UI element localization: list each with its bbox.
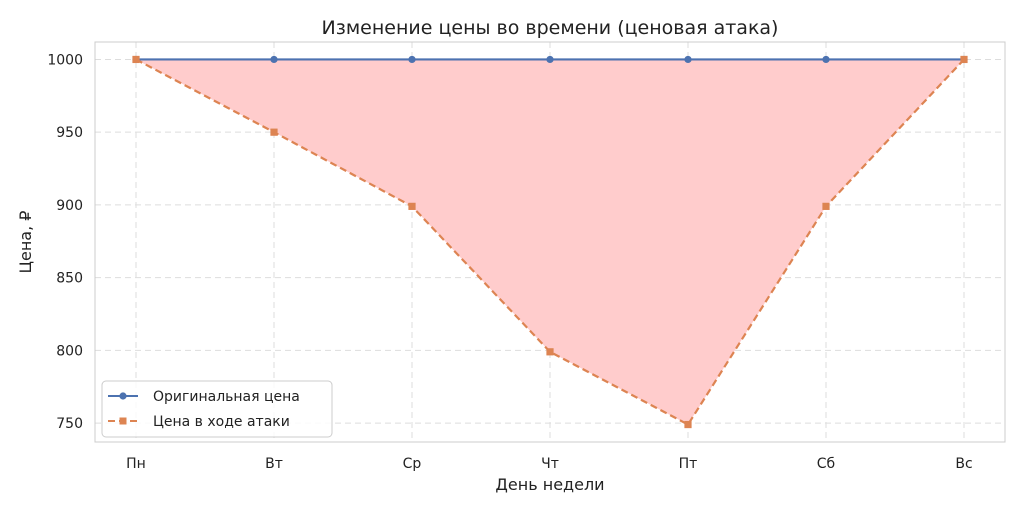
x-tick-label: Пт	[679, 456, 698, 472]
y-tick-label: 950	[56, 125, 83, 141]
point-original	[546, 55, 554, 64]
y-tick-label: 800	[56, 343, 83, 359]
y-axis-label: Цена, ₽	[16, 211, 35, 274]
x-axis-label: День недели	[495, 475, 604, 494]
series-layer	[132, 55, 968, 429]
x-axis-ticks: Пн Вт Ср Чт Пт Сб Вс	[126, 456, 973, 472]
point-attack	[408, 202, 416, 210]
legend-label-original: Оригинальная цена	[153, 389, 300, 405]
point-attack	[270, 128, 278, 136]
legend-box	[101, 380, 333, 438]
legend-label-attack: Цена в ходе атаки	[153, 414, 290, 430]
legend-marker-original	[119, 392, 127, 400]
point-attack	[822, 202, 830, 210]
point-original	[408, 55, 416, 64]
point-original	[684, 55, 692, 64]
point-attack	[546, 348, 554, 356]
attack-fill-area	[136, 59, 964, 425]
y-tick-label: 900	[56, 198, 83, 214]
legend-marker-attack	[119, 417, 127, 425]
y-tick-label: 1000	[47, 52, 83, 68]
x-tick-label: Пн	[126, 456, 146, 472]
plot-frame	[94, 41, 1006, 443]
chart-title: Изменение цены во времени (ценовая атака…	[322, 17, 779, 39]
point-attack	[132, 55, 140, 64]
x-tick-label: Ср	[403, 456, 422, 472]
point-original	[270, 55, 278, 64]
x-tick-label: Вс	[955, 456, 972, 472]
x-tick-label: Вт	[265, 456, 283, 472]
point-attack	[960, 55, 968, 64]
y-tick-label: 750	[56, 416, 83, 432]
y-tick-label: 850	[56, 271, 83, 287]
legend: Оригинальная цена Цена в ходе атаки	[101, 380, 333, 438]
y-axis-ticks: 750 800 850 900 950 1000	[47, 52, 83, 432]
point-attack	[684, 420, 692, 429]
x-tick-label: Сб	[817, 456, 835, 472]
x-tick-label: Чт	[541, 456, 559, 472]
point-original	[822, 55, 830, 64]
